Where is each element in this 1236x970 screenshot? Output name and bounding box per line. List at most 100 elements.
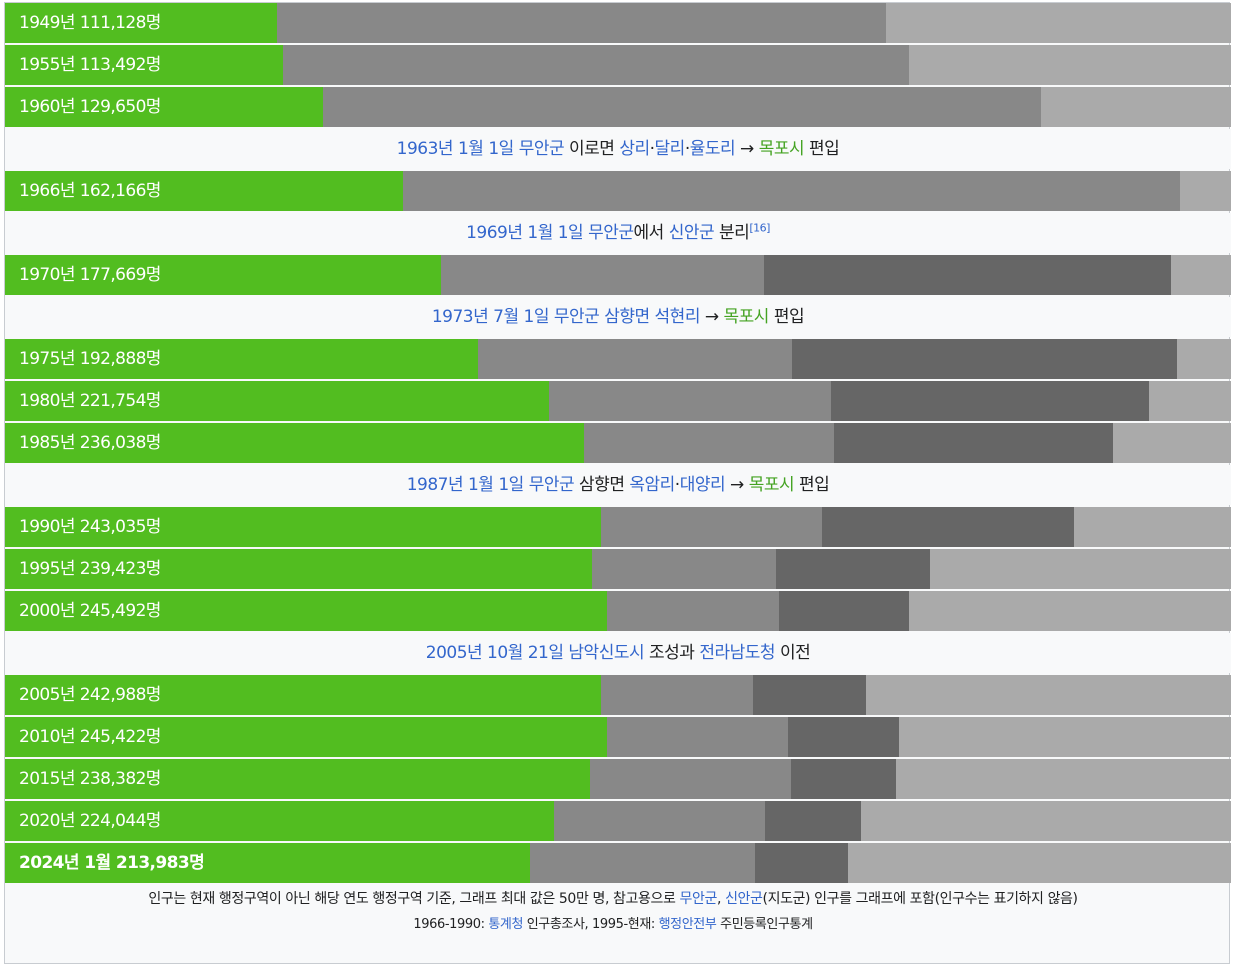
segment-sinan <box>752 675 866 715</box>
segment-muan <box>606 717 789 757</box>
segment-muan <box>402 171 1180 211</box>
bar-label: 2024년 1월 213,983명 <box>19 853 205 873</box>
bar-row: 1995년 239,423명 <box>5 549 1231 589</box>
segment-mokpo <box>5 45 284 85</box>
link-text[interactable]: 석현리 <box>654 307 701 327</box>
link-text[interactable]: 무안군 <box>588 223 634 243</box>
link-text[interactable]: 무안군 <box>528 475 575 495</box>
link-text[interactable]: 율도리 <box>689 139 736 159</box>
segment-sinan <box>765 801 861 841</box>
segment-sinan <box>764 255 1172 295</box>
segment-sinan <box>833 423 1114 463</box>
segment-sinan <box>791 339 1177 379</box>
text-fragment: · <box>684 139 690 159</box>
segment-sinan <box>821 507 1075 547</box>
link-text[interactable]: 목포시 <box>748 475 795 495</box>
text-fragment: , <box>716 891 726 907</box>
link-text[interactable]: 대양리 <box>679 475 726 495</box>
segment-sinan <box>775 549 931 589</box>
link-text[interactable]: 통계청 <box>488 917 524 932</box>
text-fragment: 분리 <box>714 223 750 243</box>
segment-muan <box>583 423 834 463</box>
text-fragment: 에서 <box>633 223 669 243</box>
link-text[interactable]: 전라남도청 <box>699 643 776 663</box>
link-text[interactable]: 옥암리 <box>629 475 675 495</box>
bar-row: 1970년 177,669명 <box>5 255 1231 295</box>
segment-sinan <box>830 381 1150 421</box>
bar-label: 2005년 242,988명 <box>19 685 161 705</box>
segment-muan <box>322 87 1042 127</box>
link-text[interactable]: 달리 <box>654 139 686 159</box>
link-text[interactable]: 무안군 <box>518 139 565 159</box>
segment-mokpo <box>5 339 478 379</box>
link-text[interactable]: 무안군 <box>553 307 600 327</box>
bar-label: 1980년 221,754명 <box>19 391 161 411</box>
text-fragment: 편입 <box>804 139 840 159</box>
chart-footnote: 인구는 현재 행정구역이 아닌 해당 연도 행정구역 기준, 그래프 최대 값은… <box>0 886 1226 938</box>
bar-row: 2010년 245,422명 <box>5 717 1231 757</box>
segment-sinan <box>790 759 896 799</box>
bar-label: 1960년 129,650명 <box>19 97 161 117</box>
bar-label: 1955년 113,492명 <box>19 55 161 75</box>
link-text[interactable]: 신안군 <box>725 891 763 907</box>
segment-muan <box>548 381 831 421</box>
bar-label: 1966년 162,166명 <box>19 181 161 201</box>
text-fragment: 이로면 <box>564 139 620 159</box>
segment-muan <box>440 255 765 295</box>
link-text[interactable]: 무안군 <box>679 891 718 907</box>
link-text[interactable]: 삼향면 <box>604 307 650 327</box>
segment-mokpo <box>5 591 607 631</box>
segment-muan <box>600 507 822 547</box>
link-text[interactable]: 1987년 1월 1일 <box>406 475 525 495</box>
segment-muan <box>592 549 776 589</box>
text-fragment: 이전 <box>775 643 811 663</box>
text-fragment: 편입 <box>768 307 805 327</box>
segment-sinan <box>788 717 899 757</box>
event-annotation: 1969년 1월 1일 무안군에서 신안군 분리[16] <box>5 213 1231 253</box>
bar-label: 1985년 236,038명 <box>19 433 161 453</box>
bar-row: 1985년 236,038명 <box>5 423 1231 463</box>
text-fragment: (지도군) 인구를 그래프에 포함(인구수는 표기하지 않음) <box>762 891 1078 907</box>
link-text[interactable]: 1963년 1월 1일 <box>396 139 515 159</box>
link-text[interactable]: [16] <box>749 221 770 235</box>
link-text[interactable]: 2005년 10월 21일 <box>425 643 564 663</box>
text-fragment: · <box>649 139 655 159</box>
link-text[interactable]: 상리 <box>619 139 650 159</box>
link-text[interactable]: 1969년 1월 1일 <box>466 223 584 243</box>
text-fragment: 인구총조사, 1995-현재: <box>523 917 659 932</box>
bar-label: 2000년 245,492명 <box>19 601 161 621</box>
link-text[interactable]: 목포시 <box>723 307 770 327</box>
bar-row: 1990년 243,035명 <box>5 507 1231 547</box>
bar-row: 1960년 129,650명 <box>5 87 1231 127</box>
population-chart: 1949년 111,128명 1955년 113,492명 1960년 129,65… <box>4 2 1231 964</box>
segment-mokpo <box>5 759 590 799</box>
segment-muan <box>283 45 909 85</box>
bar-row: 2015년 238,382명 <box>5 759 1231 799</box>
bar-label: 1975년 192,888명 <box>19 349 161 369</box>
link-text[interactable]: 신안군 <box>668 223 715 243</box>
bar-label: 1970년 177,669명 <box>19 265 161 285</box>
segment-muan <box>606 591 779 631</box>
text-fragment: → <box>725 475 749 495</box>
text-fragment: 조성과 <box>644 643 700 663</box>
segment-muan <box>277 3 886 43</box>
segment-mokpo <box>5 675 601 715</box>
segment-mokpo <box>5 717 607 757</box>
link-text[interactable]: 1973년 7월 1일 <box>431 307 550 327</box>
segment-muan <box>589 759 791 799</box>
segment-sinan <box>755 843 849 883</box>
bar-row: 1980년 221,754명 <box>5 381 1231 421</box>
link-text[interactable]: 행정안전부 <box>658 917 717 932</box>
text-fragment: → <box>735 139 759 159</box>
text-fragment: 삼향면 <box>574 475 630 495</box>
bar-row: 2020년 224,044명 <box>5 801 1231 841</box>
segment-mokpo <box>5 381 549 421</box>
bar-row: 1966년 162,166명 <box>5 171 1231 211</box>
link-text[interactable]: 목포시 <box>758 139 805 159</box>
link-text[interactable]: 남악신도시 <box>568 643 645 663</box>
footnote-line-2: 1966-1990: 통계청 인구총조사, 1995-현재: 행정안전부 주민등… <box>0 912 1226 938</box>
bar-row: 2024년 1월 213,983명 <box>5 843 1231 883</box>
segment-muan <box>600 675 753 715</box>
segment-mokpo <box>5 843 530 883</box>
event-annotation: 1973년 7월 1일 무안군 삼향면 석현리 → 목포시 편입 <box>5 297 1231 337</box>
